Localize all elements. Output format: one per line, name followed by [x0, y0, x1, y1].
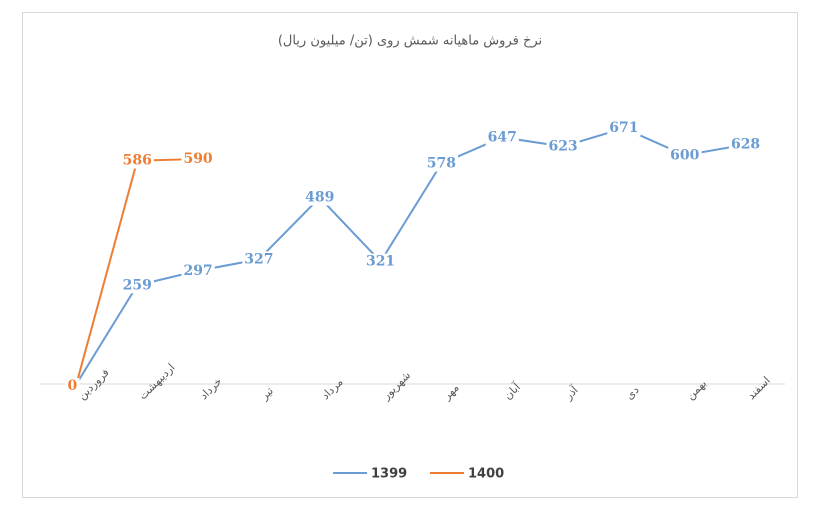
- data-label-bg: [181, 151, 215, 168]
- data-label-bg: [424, 155, 459, 172]
- chart-title: نرخ فروش ماهیانه شمش روی (تن/ میلیون ریا…: [278, 34, 542, 49]
- data-label: 623: [548, 138, 577, 154]
- data-label: 0: [68, 378, 78, 394]
- data-label-bg: [65, 378, 80, 394]
- data-label-bg: [668, 147, 702, 164]
- data-label-bg: [242, 251, 276, 268]
- data-label-bg: [181, 262, 215, 279]
- legend-label: 1399: [371, 467, 407, 482]
- data-label: 671: [609, 120, 638, 136]
- chart-frame: [22, 12, 798, 498]
- data-label-bg: [728, 136, 763, 153]
- data-label-bg: [607, 120, 641, 137]
- data-label-bg: [546, 138, 580, 155]
- data-label-bg: [485, 129, 519, 146]
- data-label: 259: [123, 277, 152, 293]
- data-label-bg: [303, 189, 337, 206]
- data-label-bg: [120, 277, 154, 294]
- data-label: 327: [244, 251, 273, 267]
- data-label: 578: [427, 156, 456, 172]
- data-label: 590: [183, 151, 212, 167]
- data-label: 586: [123, 153, 152, 169]
- data-label-bg: [120, 152, 154, 169]
- data-label: 647: [488, 129, 517, 145]
- data-label: 628: [731, 137, 760, 153]
- data-label: 489: [305, 190, 334, 206]
- data-label-bg: [363, 253, 398, 270]
- data-label: 321: [366, 254, 395, 270]
- legend-label: 1400: [468, 467, 504, 482]
- data-label: 297: [183, 263, 212, 279]
- data-label: 600: [670, 147, 699, 163]
